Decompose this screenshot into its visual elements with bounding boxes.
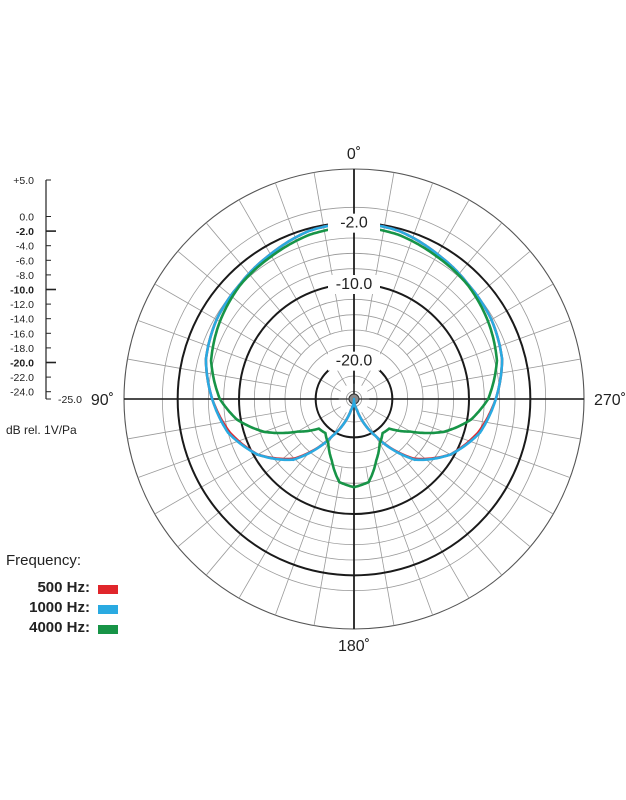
ring-label-bg [328, 351, 380, 371]
scale-tick-label: -6.0 [16, 255, 34, 267]
grid-spoke [365, 172, 395, 332]
angle-label: 270˚ [594, 392, 626, 409]
grid-spoke [205, 451, 310, 576]
grid-spoke [154, 283, 341, 392]
angle-label: 180˚ [338, 638, 370, 655]
scale-tick-label: -10.0 [10, 285, 34, 297]
legend-item-1000hz: 1000 Hz: [6, 599, 118, 619]
grid-spoke [274, 463, 331, 616]
legend-label: 500 Hz: [37, 579, 90, 596]
grid-spoke [154, 406, 341, 515]
grid-spoke [367, 283, 554, 392]
scale-tick-label: -25.0 [58, 394, 82, 406]
legend-title: Frequency: [6, 552, 82, 569]
grid-spoke [313, 466, 343, 626]
legend-swatch [98, 625, 118, 634]
legend-item-4000hz: 4000 Hz: [6, 619, 118, 639]
grid-spoke [367, 406, 554, 515]
grid-spoke [377, 182, 434, 335]
legend-item-500hz: 500 Hz: [6, 579, 118, 599]
grid-spoke [205, 222, 310, 347]
grid-spoke [365, 466, 395, 626]
grid-spoke [377, 463, 434, 616]
legend-label: 1000 Hz: [29, 599, 90, 616]
legend: Frequency: 500 Hz: 1000 Hz: 4000 Hz: [6, 552, 118, 639]
ring-label: -2.0 [340, 215, 368, 232]
scale-tick-label: -2.0 [16, 226, 34, 238]
scale-tick-label: -16.0 [10, 328, 34, 340]
scale-tick-label: -18.0 [10, 343, 34, 355]
ring-label: -10.0 [336, 276, 373, 293]
grid-spoke [238, 412, 347, 599]
scale-tick-label: -14.0 [10, 314, 34, 326]
grid-spoke [274, 182, 331, 335]
legend-swatch [98, 605, 118, 614]
ring-label-bg [328, 275, 380, 294]
legend-swatch [98, 585, 118, 594]
ring-label: -20.0 [336, 353, 373, 370]
grid-spoke [421, 410, 581, 440]
polar-curves [204, 221, 504, 489]
scale-tick-label: -24.0 [10, 387, 34, 399]
grid-spoke [398, 222, 503, 347]
scale-tick-label: 0.0 [19, 212, 34, 224]
curve-1000hz [204, 221, 504, 462]
scale-tick-label: -20.0 [10, 358, 34, 370]
grid-spoke [127, 410, 287, 440]
scale-tick-label: +5.0 [13, 175, 34, 187]
scale-tick-label: -12.0 [10, 299, 34, 311]
ring-labels: -2.0 -10.0 -20.0 [328, 213, 380, 371]
legend-label: 4000 Hz: [29, 619, 90, 636]
db-scale: +5.0 0.0 -2.0 -4.0 -6.0 -8.0 -10.0 -12.0 -14.0 -1… [6, 175, 82, 437]
grid-spoke [361, 412, 470, 599]
angle-label: 0˚ [347, 146, 361, 163]
scale-unit-label: dB rel. 1V/Pa [6, 423, 77, 437]
grid-spoke [398, 451, 503, 576]
angle-labels: 0˚ 90˚ 180˚ 270˚ [91, 146, 626, 655]
grid-spoke [406, 250, 531, 355]
grid-spoke [313, 172, 343, 332]
scale-tick-label: -22.0 [10, 372, 34, 384]
angle-label: 90˚ [91, 392, 114, 409]
scale-tick-label: -4.0 [16, 241, 34, 253]
grid-spoke [177, 250, 302, 355]
curve-4000hz [209, 225, 499, 489]
ring-label-bg [328, 213, 380, 233]
scale-tick-label: -8.0 [16, 270, 34, 282]
